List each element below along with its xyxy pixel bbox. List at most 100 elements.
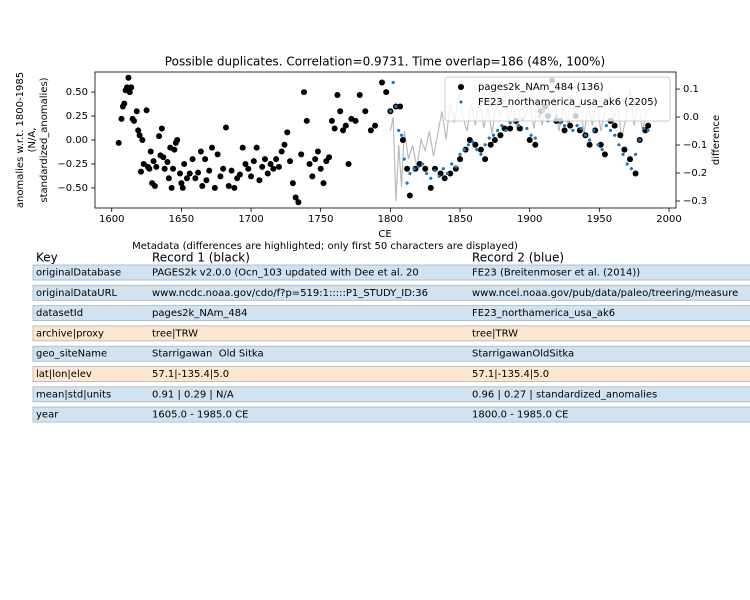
y2-tick-label: −0.2 bbox=[683, 168, 707, 179]
scatter-point bbox=[405, 181, 409, 185]
y2-axis-label: difference bbox=[711, 115, 722, 165]
scatter-point bbox=[533, 136, 537, 140]
scatter-point bbox=[397, 103, 404, 110]
scatter-point bbox=[126, 89, 133, 96]
scatter-point bbox=[420, 162, 425, 166]
scatter-point bbox=[611, 122, 618, 129]
scatter-point bbox=[638, 138, 642, 142]
scatter-point bbox=[482, 156, 489, 163]
scatter-point bbox=[165, 175, 172, 182]
scatter-point bbox=[314, 148, 321, 155]
scatter-point bbox=[135, 127, 142, 134]
y2-tick-label: −0.1 bbox=[683, 140, 707, 151]
legend-label: pages2k_NAm_484 (136) bbox=[478, 82, 604, 93]
scatter-point bbox=[115, 139, 122, 146]
scatter-point bbox=[526, 137, 533, 143]
scatter-point bbox=[596, 143, 600, 147]
y2-tick-label: 0.1 bbox=[683, 84, 699, 95]
y2-tick-label: −0.3 bbox=[683, 196, 707, 207]
scatter-point bbox=[642, 126, 646, 131]
scatter-point bbox=[298, 151, 305, 158]
table-cell: 0.91 | 0.29 | N/A bbox=[152, 389, 234, 400]
scatter-point bbox=[625, 162, 629, 166]
scatter-point bbox=[340, 127, 347, 134]
scatter-point bbox=[287, 158, 294, 165]
scatter-point bbox=[217, 173, 224, 180]
scatter-point bbox=[402, 157, 406, 161]
scatter-point bbox=[458, 152, 462, 156]
table-cell: year bbox=[36, 410, 59, 421]
scatter-point bbox=[507, 125, 514, 132]
scatter-point bbox=[504, 128, 508, 133]
scatter-point bbox=[256, 177, 263, 184]
scatter-point bbox=[571, 128, 575, 133]
table-cell: 0.96 | 0.27 | standardized_anomalies bbox=[472, 389, 657, 400]
scatter-point bbox=[508, 121, 512, 125]
scatter-point bbox=[621, 152, 625, 156]
scatter-point bbox=[160, 154, 167, 161]
scatter-point bbox=[264, 170, 271, 177]
chart-title: Possible duplicates. Correlation=0.9731.… bbox=[165, 55, 605, 69]
scatter-point bbox=[303, 117, 310, 124]
table-cell: FE23 (Breitenmoser et al. (2014)) bbox=[472, 268, 640, 279]
scatter-point bbox=[220, 165, 227, 172]
scatter-point bbox=[342, 122, 349, 129]
scatter-point bbox=[328, 117, 335, 124]
table-row bbox=[32, 406, 750, 423]
scatter-point bbox=[629, 167, 634, 171]
scatter-point bbox=[300, 89, 307, 96]
scatter-point bbox=[457, 156, 464, 163]
scatter-point bbox=[487, 141, 494, 148]
scatter-point bbox=[179, 184, 186, 191]
scatter-point bbox=[164, 159, 171, 166]
scatter-point bbox=[225, 182, 232, 189]
scatter-point bbox=[479, 152, 483, 156]
scatter-point bbox=[228, 167, 235, 174]
scatter-point bbox=[181, 160, 188, 167]
x-tick-label: 1950 bbox=[587, 214, 612, 225]
x-axis-label: CE bbox=[378, 229, 391, 240]
y-tick-label: 0.25 bbox=[66, 111, 88, 122]
scatter-point bbox=[139, 137, 146, 143]
scatter-point bbox=[337, 108, 344, 115]
scatter-point bbox=[466, 143, 471, 147]
y-tick-label: 0.50 bbox=[66, 87, 88, 98]
table-row bbox=[32, 366, 750, 382]
scatter-point bbox=[295, 199, 302, 206]
table-cell: www.ncei.noaa.gov/pub/data/paleo/treerin… bbox=[472, 288, 738, 299]
scatter-point bbox=[437, 174, 441, 178]
table-cell: archive|proxy bbox=[36, 328, 104, 339]
table-header: Key bbox=[36, 251, 58, 265]
scatter-point bbox=[192, 175, 199, 182]
scatter-point bbox=[186, 170, 193, 177]
scatter-point bbox=[592, 128, 596, 133]
x-tick-label: 1800 bbox=[378, 214, 403, 225]
scatter-point bbox=[146, 165, 153, 172]
scatter-point bbox=[267, 160, 274, 167]
scatter-point bbox=[617, 132, 624, 139]
scatter-point bbox=[406, 192, 413, 199]
scatter-point bbox=[156, 133, 163, 140]
scatter-point bbox=[345, 160, 352, 167]
scatter-point bbox=[441, 175, 448, 182]
scatter-point bbox=[242, 160, 249, 167]
table-row bbox=[32, 305, 750, 322]
legend-marker bbox=[458, 84, 464, 90]
table-cell: geo_siteName bbox=[36, 349, 107, 360]
scatter-point bbox=[206, 167, 213, 174]
scatter-point bbox=[433, 169, 437, 173]
scatter-point bbox=[140, 160, 147, 167]
table-cell: PAGES2k v2.0.0 (Ocn_103 updated with Dee… bbox=[152, 268, 419, 279]
scatter-point bbox=[147, 148, 154, 155]
table-cell: StarrigawanOldSitka bbox=[472, 349, 574, 360]
scatter-point bbox=[646, 128, 650, 133]
table-row bbox=[32, 325, 750, 342]
scatter-point bbox=[397, 128, 401, 133]
scatter-point bbox=[151, 182, 158, 189]
table-cell: tree|TRW bbox=[472, 328, 518, 339]
scatter-point bbox=[601, 151, 608, 158]
scatter-point bbox=[183, 175, 190, 182]
scatter-point bbox=[404, 165, 411, 172]
scatter-point bbox=[171, 146, 178, 153]
